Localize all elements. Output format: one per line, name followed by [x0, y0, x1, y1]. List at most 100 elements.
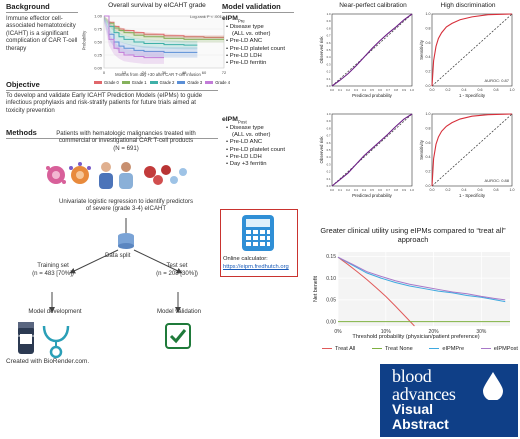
objective-heading: Objective — [6, 80, 40, 89]
flow-arrow-test — [133, 249, 183, 274]
km-ytick: 0.25 — [94, 52, 103, 57]
x-tick: 0.6 — [378, 88, 382, 92]
x-tick: 1.0 — [510, 88, 515, 92]
km-legend-label: Grade 4 — [215, 80, 230, 85]
dca-ytick: 0.05 — [326, 298, 336, 304]
model-validation-label: Model validation — [156, 308, 202, 315]
auroc-label: AUROC: 0.88 — [485, 178, 510, 183]
x-tick: 0.6 — [378, 188, 382, 192]
x-tick: 0.5 — [370, 88, 374, 92]
model-development-icons — [18, 322, 70, 359]
blood-cells-icon — [144, 165, 187, 185]
km-legend-swatch — [177, 81, 186, 85]
calculator-icon — [242, 215, 274, 251]
calibration-plot-pre: 0.00.0 0.1 0.1 0.2 0.2 0.3 0.3 0.4 0.4 0.5 0.5 0.6 0… — [319, 12, 414, 98]
km-legend-label: Grade 2 — [159, 80, 175, 85]
flow-arrow-training — [69, 249, 119, 274]
patients-text: Patients with hematologic malignancies t… — [56, 130, 196, 152]
y-tick: 0.0 — [327, 184, 331, 188]
x-tick: 0.9 — [402, 88, 406, 92]
km-ylabel: Probability — [81, 30, 87, 51]
y-tick: 0.4 — [327, 155, 331, 159]
x-tick: 0.3 — [354, 188, 358, 192]
dca-legend-label: eIPMPost — [493, 346, 518, 352]
reference-diagonal — [331, 13, 413, 87]
eipm-pre-variable-item: Disease type — [226, 24, 322, 31]
eipm-post-variable-item: Pre-LD ANC — [226, 139, 322, 146]
dca-xlabel: Threshold probability (physician/patient… — [352, 334, 480, 340]
y-tick: 0.8 — [327, 26, 331, 30]
y-tick: 0.4 — [426, 55, 431, 59]
dca-legend-item: eIPMPre — [429, 346, 464, 352]
km-logrank: Log-rank P < .001 — [190, 14, 222, 19]
km-ytick: 0.75 — [94, 26, 103, 31]
test-set-label: Test set — [166, 262, 188, 269]
km-xtick: 36 — [162, 70, 167, 75]
eipm-pre-variable-item: Pre-LD LDH — [226, 53, 322, 60]
eipm-pre-variable-item: Pre-LD ferritin — [226, 60, 322, 67]
x-tick: 0.7 — [386, 188, 390, 192]
y-tick: 0.4 — [327, 55, 331, 59]
km-legend: Grade 0 Grade 1 Grade 2 Grade 3 Grade 4 — [94, 80, 230, 85]
km-legend-item: Grade 4 — [205, 80, 230, 85]
dca-ylabel: Net benefit — [313, 275, 319, 303]
dca-ytick: 0.00 — [326, 319, 336, 325]
km-legend-label: Grade 3 — [187, 80, 203, 85]
km-legend-label: Grade 0 — [104, 80, 119, 85]
x-tick: 0.0 — [430, 188, 435, 192]
dca-legend: Treat All Treat None eIPMPre eIPMPost — [322, 346, 518, 352]
km-survival-chart: 0.00 0.25 0.50 0.75 1.00 0 12 24 36 48 60 72 — [94, 13, 226, 75]
x-tick: 0.2 — [346, 188, 350, 192]
dca-legend-label: eIPMPre — [442, 346, 465, 352]
y-axis-label: Sensitivity — [419, 39, 424, 60]
x-tick: 0.5 — [370, 188, 374, 192]
x-tick: 0.8 — [394, 188, 398, 192]
background-text: Immune effector cell-associated hematoto… — [6, 15, 78, 52]
km-xtick: 48 — [182, 70, 187, 75]
eipm-post-variable-item: Pre-LD LDH — [226, 154, 322, 161]
km-xtick: 0 — [103, 70, 106, 75]
y-tick: 0.6 — [426, 141, 431, 145]
dca-xtick: 20% — [429, 329, 440, 335]
brand-visual: Visual — [392, 401, 433, 417]
y-tick: 0.5 — [327, 148, 331, 152]
calculator-link[interactable]: https://eipm.fredhutch.org — [223, 264, 289, 270]
y-tick: 0.6 — [327, 141, 331, 145]
y-tick: 0.4 — [426, 155, 431, 159]
y-tick: 1.0 — [327, 12, 331, 16]
training-set-label: Training set — [37, 262, 69, 269]
x-tick: 0.1 — [338, 88, 342, 92]
y-tick: 0.9 — [327, 119, 331, 123]
y-tick: 0.2 — [426, 170, 431, 174]
dca-legend-swatch — [429, 347, 440, 350]
dca-legend-swatch — [480, 347, 491, 350]
y-tick: 0.7 — [327, 34, 331, 38]
km-legend-item: Grade 1 — [121, 80, 147, 85]
brand-blood: blood — [392, 366, 432, 386]
roc-plot-post: 0.00.0 0.2 0.2 0.4 0.4 0.6 0.6 0.8 0.8 1.0 1.0 1 - … — [419, 112, 515, 198]
regression-text: Univariate logistic regression to identi… — [58, 198, 194, 213]
x-tick: 0.3 — [354, 88, 358, 92]
test-set-n: (n = 208 [30%]) — [156, 270, 198, 277]
km-legend-swatch — [205, 81, 214, 85]
vial-label: Vancomycin — [16, 334, 36, 338]
y-tick: 0.0 — [426, 184, 431, 188]
x-axis-label: Predicted probability — [352, 93, 393, 98]
dca-curve — [337, 256, 506, 303]
x-tick: 1.0 — [410, 88, 414, 92]
background-heading: Background — [6, 2, 50, 11]
x-tick: 0.2 — [446, 88, 451, 92]
dca-legend-item: Treat All — [322, 346, 355, 352]
dca-legend-item: eIPMPost — [480, 346, 518, 352]
km-ytick: 0.50 — [94, 39, 103, 44]
x-tick: 0.7 — [386, 88, 390, 92]
brand-abstract: Abstract — [392, 416, 449, 432]
eipm-post-variable-item: (ALL vs. other) — [232, 132, 271, 139]
x-tick: 0.2 — [346, 88, 350, 92]
km-ticks: 0.00 0.25 0.50 0.75 1.00 0 12 24 36 48 60 72 — [94, 13, 226, 75]
y-tick: 0.1 — [327, 77, 331, 81]
y-tick: 0.2 — [327, 70, 331, 74]
cell-and-patient-icons — [46, 162, 187, 189]
eipm-post-variables: Disease type(ALL vs. other)Pre-LD ANCPre… — [226, 125, 322, 168]
km-ytick: 1.00 — [94, 13, 103, 18]
